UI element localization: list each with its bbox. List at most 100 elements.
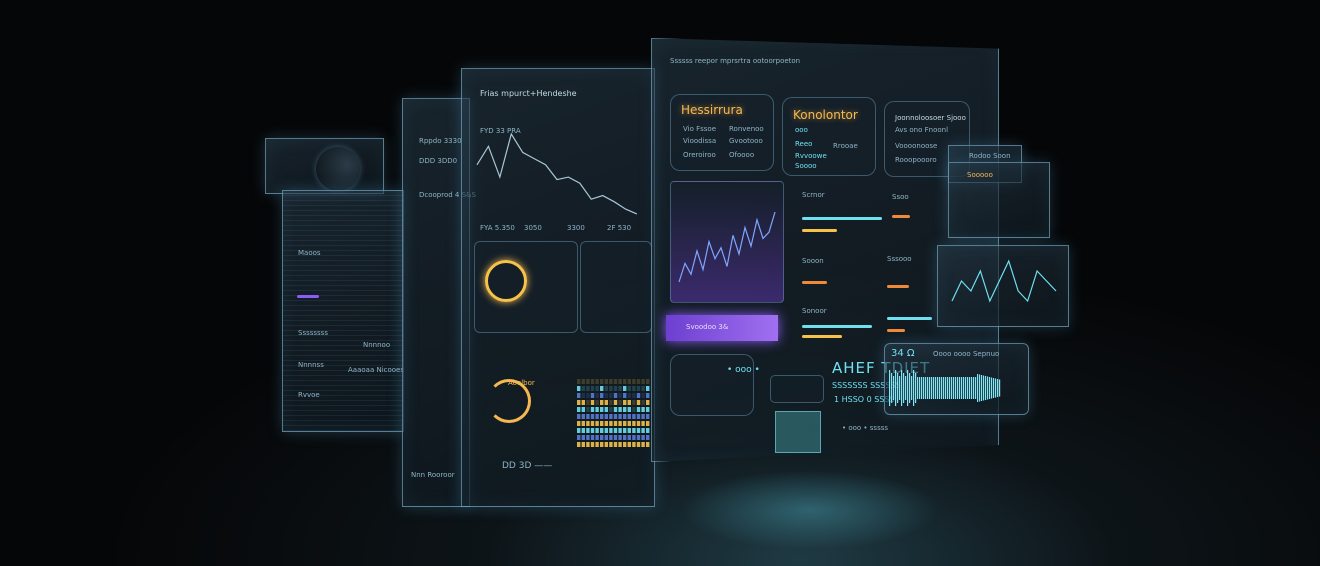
bar-cell: [641, 421, 645, 426]
card-title: Joonnoloosoer Sjooo: [895, 114, 966, 122]
bar-cell: [604, 428, 608, 433]
bar-cell: [646, 435, 650, 440]
bar-cell: [636, 400, 641, 405]
card-item: Reeo: [795, 140, 813, 148]
bar-cell: [590, 407, 595, 412]
bar-cell: [595, 428, 599, 433]
bar-cell: [632, 442, 636, 447]
bar-cell: [627, 435, 631, 440]
info-card: Hessirrura Vio Fssoe Vioodissa Oreroiroo…: [670, 94, 774, 171]
metric-bar: [802, 335, 842, 338]
bar-cell: [595, 414, 599, 419]
bar-cell: [604, 414, 608, 419]
bar-cell: [600, 435, 604, 440]
wave-bar: [993, 378, 995, 398]
card-item: Vio Fssoe: [683, 125, 716, 133]
gold-ring-gauge: [485, 260, 527, 302]
axis-label: 3300: [567, 224, 585, 232]
info-card: Konolontor ooo Reeo Rvvoowe Rrooae Soooo: [782, 97, 876, 176]
waveform-chart: [889, 370, 1001, 406]
panel-three-footer: DD 3D ——: [502, 461, 553, 471]
panel-three-bar-chart: [577, 379, 650, 447]
bar-cell: [609, 421, 613, 426]
waveform-panel: 34 Ω Oooo oooo Sepnuo: [884, 343, 1029, 415]
card-item: Voooonoose: [895, 142, 938, 150]
bar-cell: [590, 379, 595, 384]
bar-cell: [636, 379, 641, 384]
bar-cell: [618, 414, 622, 419]
card-item: Rooopoooro: [895, 156, 937, 164]
gauge-card: [474, 241, 578, 333]
card-item: Soooo: [795, 162, 817, 170]
card-item: Rvvoowe: [795, 152, 827, 160]
readout-note: Oooo oooo Sepnuo: [933, 350, 1000, 358]
bar-cell: [586, 400, 590, 405]
bar-cell: [590, 428, 595, 433]
bar-cell: [581, 442, 585, 447]
card-title: Hessirrura: [681, 103, 743, 117]
bar-cell: [623, 428, 627, 433]
wave-bar: [933, 377, 935, 399]
wave-bar: [903, 373, 905, 403]
card-item: Ronvenoo: [729, 125, 764, 133]
bar-cell: [641, 442, 645, 447]
series-line: [476, 132, 638, 215]
wave-bar: [991, 377, 993, 399]
bar-cell: [609, 393, 613, 398]
panel-three-line-chart: [476, 132, 638, 215]
bar-cell: [627, 442, 631, 447]
bar-cell: [609, 428, 613, 433]
bar-cell: [600, 442, 604, 447]
bar-cell: [577, 379, 581, 384]
bar-cell: [586, 414, 590, 419]
bar-cell: [627, 414, 631, 419]
bar-cell: [623, 421, 627, 426]
ring-label: Aoolbor: [508, 379, 535, 387]
wave-bar: [937, 377, 939, 399]
panel-two-row: Dcooprod 4 S&S: [419, 191, 476, 199]
bar-cell: [604, 386, 608, 391]
left-panel: Maoos Ssssssss Nnnnss Rvvoe Aaaoaa Nicoo…: [282, 190, 404, 432]
action-button[interactable]: Svoodoo 3&: [666, 315, 778, 341]
bar-cell: [577, 442, 581, 447]
summary-value: • ooo •: [727, 365, 760, 375]
metric-label: Sooon: [802, 257, 824, 265]
highlight-tile[interactable]: [775, 411, 821, 453]
bar-cell: [618, 421, 622, 426]
metric-bar: [802, 325, 872, 328]
bar-cell: [641, 407, 645, 412]
bar-cell: [586, 393, 590, 398]
bar-cell: [636, 414, 641, 419]
bar-cell: [623, 407, 627, 412]
bar-cell: [600, 386, 604, 391]
panel-three: Frias mpurct+Hendeshe FYD 33 PRA FYA 5.3…: [461, 68, 655, 507]
wave-bar: [969, 377, 971, 399]
bar-cell: [595, 442, 599, 447]
bar-cell: [577, 393, 581, 398]
bar-cell: [600, 393, 604, 398]
wave-bar: [965, 377, 967, 399]
bar-cell: [613, 421, 618, 426]
bar-cell: [646, 421, 650, 426]
bar-cell: [595, 400, 599, 405]
bar-cell: [604, 407, 608, 412]
bar-cell: [586, 421, 590, 426]
right-wave-chart: [951, 259, 1057, 303]
bar-cell: [586, 386, 590, 391]
wave-bar: [967, 377, 969, 399]
card-item: Avs ono Fnoonl: [895, 126, 949, 134]
bar-cell: [577, 386, 581, 391]
bar-cell: [646, 428, 650, 433]
bar-cell: [632, 428, 636, 433]
metric-label: Sonoor: [802, 307, 827, 315]
bar-cell: [613, 386, 618, 391]
bar-cell: [609, 442, 613, 447]
bar-cell: [600, 414, 604, 419]
right-mid-label: Sooooo: [967, 171, 993, 179]
bar-cell: [632, 421, 636, 426]
panel-three-title: Frias mpurct+Hendeshe: [480, 89, 577, 98]
bar-cell: [604, 393, 608, 398]
metric-bar: [887, 317, 932, 320]
bar-cell: [590, 414, 595, 419]
bar-cell: [618, 442, 622, 447]
